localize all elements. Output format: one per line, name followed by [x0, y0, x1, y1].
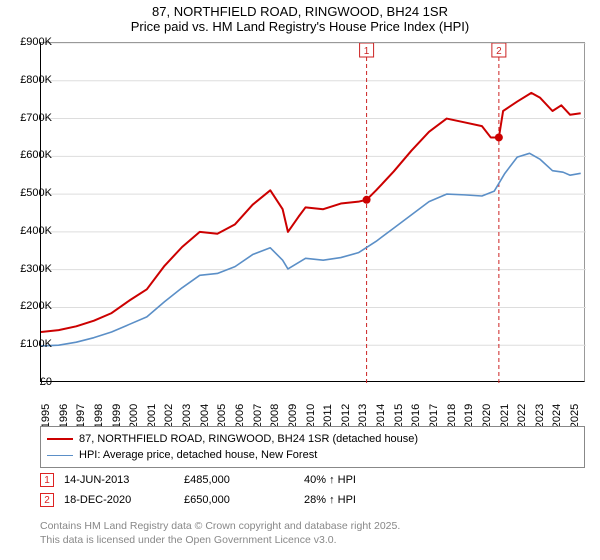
y-tick-label: £700K: [20, 112, 52, 124]
x-tick-label: 2001: [146, 404, 158, 428]
x-tick-label: 2017: [428, 404, 440, 428]
x-tick-label: 2018: [446, 404, 458, 428]
x-tick-label: 2013: [357, 404, 369, 428]
x-tick-label: 2014: [375, 404, 387, 428]
svg-text:1: 1: [364, 46, 370, 57]
y-tick-label: £900K: [20, 36, 52, 48]
legend-row: HPI: Average price, detached house, New …: [47, 447, 578, 463]
x-tick-label: 2003: [181, 404, 193, 428]
plot-svg: 12: [41, 43, 586, 383]
sale-row: 2 18-DEC-2020 £650,000 28% ↑ HPI: [40, 490, 424, 510]
x-tick-label: 2007: [252, 404, 264, 428]
x-tick-label: 1997: [75, 404, 87, 428]
x-tick-label: 2010: [305, 404, 317, 428]
x-tick-label: 1996: [58, 404, 70, 428]
x-tick-label: 2022: [516, 404, 528, 428]
x-tick-label: 1995: [40, 404, 52, 428]
x-tick-label: 2012: [340, 404, 352, 428]
title-block: 87, NORTHFIELD ROAD, RINGWOOD, BH24 1SR …: [0, 0, 600, 34]
y-tick-label: £600K: [20, 149, 52, 161]
footer-line1: Contains HM Land Registry data © Crown c…: [40, 520, 400, 534]
x-tick-label: 2005: [216, 404, 228, 428]
x-tick-label: 1999: [111, 404, 123, 428]
sale-price: £485,000: [184, 474, 304, 486]
footer-line2: This data is licensed under the Open Gov…: [40, 534, 400, 548]
y-tick-label: £800K: [20, 74, 52, 86]
x-tick-label: 2019: [463, 404, 475, 428]
y-tick-label: £200K: [20, 300, 52, 312]
y-tick-label: £500K: [20, 187, 52, 199]
y-tick-label: £400K: [20, 225, 52, 237]
sale-row: 1 14-JUN-2013 £485,000 40% ↑ HPI: [40, 470, 424, 490]
legend-swatch-property: [47, 438, 73, 440]
chart-container: 87, NORTHFIELD ROAD, RINGWOOD, BH24 1SR …: [0, 0, 600, 560]
chart-plot-area: 12: [40, 42, 585, 382]
x-tick-label: 2000: [128, 404, 140, 428]
x-tick-label: 2016: [410, 404, 422, 428]
x-tick-label: 2006: [234, 404, 246, 428]
y-tick-label: £300K: [20, 263, 52, 275]
legend-swatch-hpi: [47, 455, 73, 456]
svg-text:2: 2: [496, 46, 502, 57]
legend-row: 87, NORTHFIELD ROAD, RINGWOOD, BH24 1SR …: [47, 431, 578, 447]
sale-marker-2: 2: [40, 493, 54, 507]
legend: 87, NORTHFIELD ROAD, RINGWOOD, BH24 1SR …: [40, 426, 585, 468]
x-tick-label: 2011: [322, 404, 334, 428]
x-tick-label: 2020: [481, 404, 493, 428]
x-tick-label: 2004: [199, 404, 211, 428]
sale-marker-1: 1: [40, 473, 54, 487]
footer: Contains HM Land Registry data © Crown c…: [40, 520, 400, 547]
sale-price: £650,000: [184, 494, 304, 506]
sale-date: 14-JUN-2013: [64, 474, 184, 486]
title-line2: Price paid vs. HM Land Registry's House …: [0, 19, 600, 34]
x-tick-label: 2002: [163, 404, 175, 428]
sale-date: 18-DEC-2020: [64, 494, 184, 506]
title-line1: 87, NORTHFIELD ROAD, RINGWOOD, BH24 1SR: [0, 4, 600, 19]
x-tick-label: 2008: [269, 404, 281, 428]
y-tick-label: £100K: [20, 338, 52, 350]
x-tick-label: 1998: [93, 404, 105, 428]
x-tick-label: 2021: [499, 404, 511, 428]
legend-text-hpi: HPI: Average price, detached house, New …: [79, 449, 317, 461]
x-tick-label: 2024: [551, 404, 563, 428]
x-tick-label: 2015: [393, 404, 405, 428]
x-tick-label: 2023: [534, 404, 546, 428]
sale-pct: 28% ↑ HPI: [304, 494, 424, 506]
y-tick-label: £0: [40, 376, 52, 388]
sale-pct: 40% ↑ HPI: [304, 474, 424, 486]
x-tick-label: 2009: [287, 404, 299, 428]
x-tick-label: 2025: [569, 404, 581, 428]
sales-block: 1 14-JUN-2013 £485,000 40% ↑ HPI 2 18-DE…: [40, 470, 424, 510]
legend-text-property: 87, NORTHFIELD ROAD, RINGWOOD, BH24 1SR …: [79, 433, 418, 445]
